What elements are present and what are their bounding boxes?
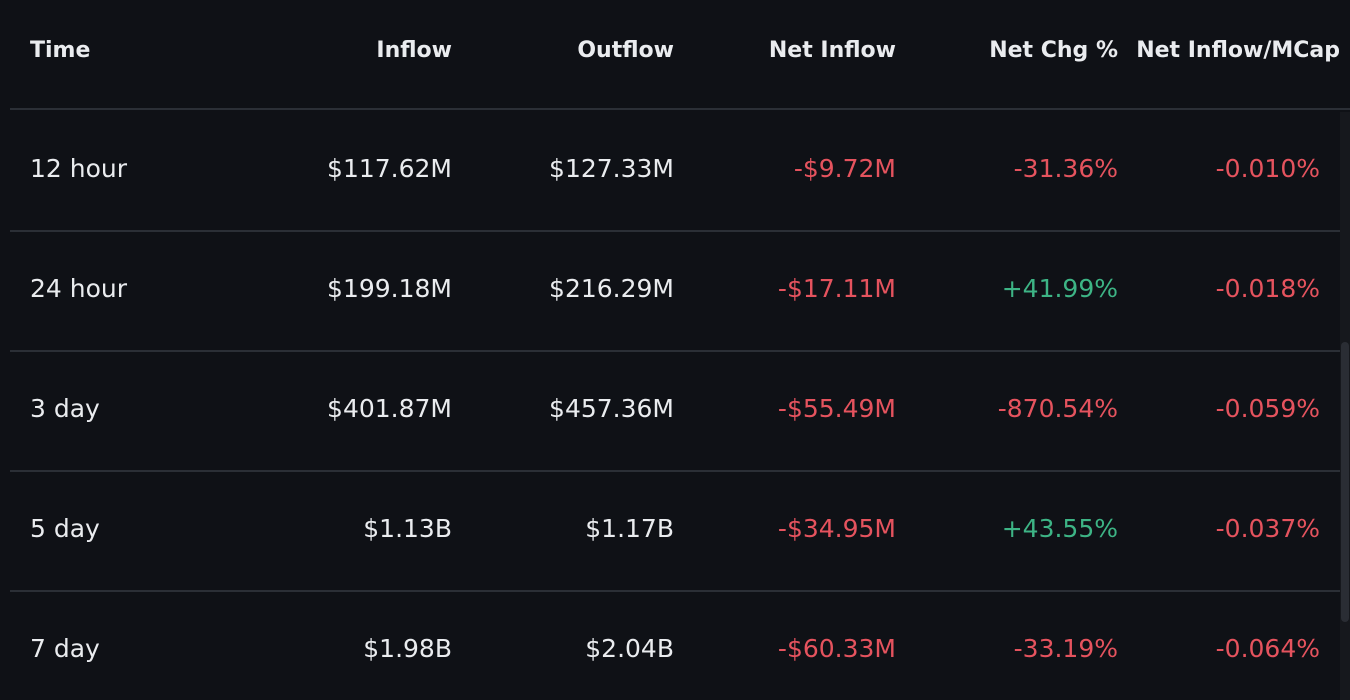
cell-outflow: $216.29M <box>549 274 674 303</box>
cell-net-inflow: -$60.33M <box>777 634 896 663</box>
cell-inflow: $199.18M <box>327 274 452 303</box>
cell-net-inflow-mcap: -0.059% <box>1215 394 1320 423</box>
cell-net-inflow-mcap: -0.010% <box>1215 154 1320 183</box>
header-outflow[interactable]: Outflow <box>577 38 674 63</box>
table-row: 7 day $1.98B $2.04B -$60.33M -33.19% -0.… <box>10 590 1340 700</box>
cell-time: 7 day <box>30 634 100 663</box>
cell-outflow: $2.04B <box>585 634 674 663</box>
cell-outflow: $457.36M <box>549 394 674 423</box>
cell-inflow: $1.98B <box>363 634 452 663</box>
cell-time: 24 hour <box>30 274 128 303</box>
cell-inflow: $117.62M <box>327 154 452 183</box>
cell-outflow: $127.33M <box>549 154 674 183</box>
scrollbar-thumb[interactable] <box>1341 342 1349 622</box>
cell-net-chg: -31.36% <box>1013 154 1118 183</box>
cell-inflow: $1.13B <box>363 514 452 543</box>
cell-time: 12 hour <box>30 154 128 183</box>
table-row: 12 hour $117.62M $127.33M -$9.72M -31.36… <box>10 110 1340 232</box>
cell-net-inflow-mcap: -0.064% <box>1215 634 1320 663</box>
cell-time: 3 day <box>30 394 100 423</box>
header-net-inflow-mcap[interactable]: Net Inflow/MCap <box>1136 38 1340 63</box>
cell-net-inflow-mcap: -0.037% <box>1215 514 1320 543</box>
table-header: Time Inflow Outflow Net Inflow Net Chg %… <box>10 0 1350 110</box>
table-body: 12 hour $117.62M $127.33M -$9.72M -31.36… <box>10 110 1340 700</box>
header-net-chg[interactable]: Net Chg % <box>989 38 1118 63</box>
cell-net-inflow: -$17.11M <box>777 274 896 303</box>
vertical-scrollbar[interactable] <box>1340 112 1350 700</box>
cell-net-inflow: -$34.95M <box>777 514 896 543</box>
cell-net-chg: +41.99% <box>1001 274 1118 303</box>
cell-net-inflow-mcap: -0.018% <box>1215 274 1320 303</box>
header-time[interactable]: Time <box>30 38 91 63</box>
cell-inflow: $401.87M <box>327 394 452 423</box>
cell-net-inflow: -$9.72M <box>793 154 896 183</box>
cell-net-chg: -33.19% <box>1013 634 1118 663</box>
table-row: 24 hour $199.18M $216.29M -$17.11M +41.9… <box>10 230 1340 352</box>
table-row: 5 day $1.13B $1.17B -$34.95M +43.55% -0.… <box>10 470 1340 592</box>
cell-time: 5 day <box>30 514 100 543</box>
header-inflow[interactable]: Inflow <box>376 38 452 63</box>
cell-outflow: $1.17B <box>585 514 674 543</box>
header-net-inflow[interactable]: Net Inflow <box>768 38 896 63</box>
cell-net-chg: +43.55% <box>1001 514 1118 543</box>
cell-net-chg: -870.54% <box>997 394 1118 423</box>
table-row: 3 day $401.87M $457.36M -$55.49M -870.54… <box>10 350 1340 472</box>
cell-net-inflow: -$55.49M <box>777 394 896 423</box>
